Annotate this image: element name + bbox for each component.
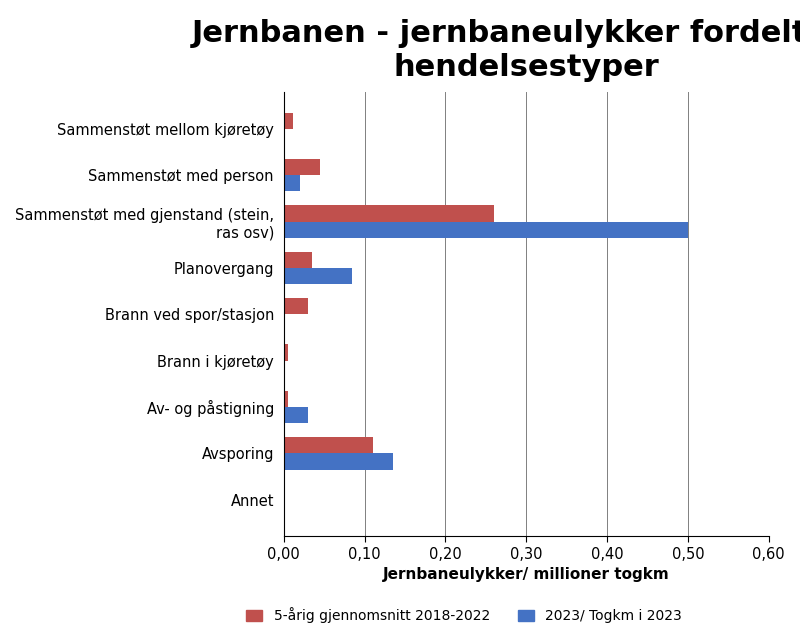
X-axis label: Jernbaneulykker/ millioner togkm: Jernbaneulykker/ millioner togkm	[383, 567, 670, 582]
Bar	[284, 391, 288, 407]
Bar	[284, 437, 373, 453]
Bar	[284, 159, 320, 175]
Bar	[284, 205, 494, 221]
Bar	[284, 175, 300, 191]
Bar	[284, 344, 288, 361]
Bar	[284, 221, 688, 238]
Bar	[284, 268, 353, 284]
Legend: 5-årig gjennomsnitt 2018-2022, 2023/ Togkm i 2023: 5-årig gjennomsnitt 2018-2022, 2023/ Tog…	[240, 602, 688, 629]
Bar	[284, 252, 312, 268]
Bar	[284, 112, 294, 129]
Bar	[284, 453, 393, 469]
Title: Jernbanen - jernbaneulykker fordelt på
hendelsestyper: Jernbanen - jernbaneulykker fordelt på h…	[192, 15, 800, 82]
Bar	[284, 298, 308, 314]
Bar	[284, 407, 308, 423]
